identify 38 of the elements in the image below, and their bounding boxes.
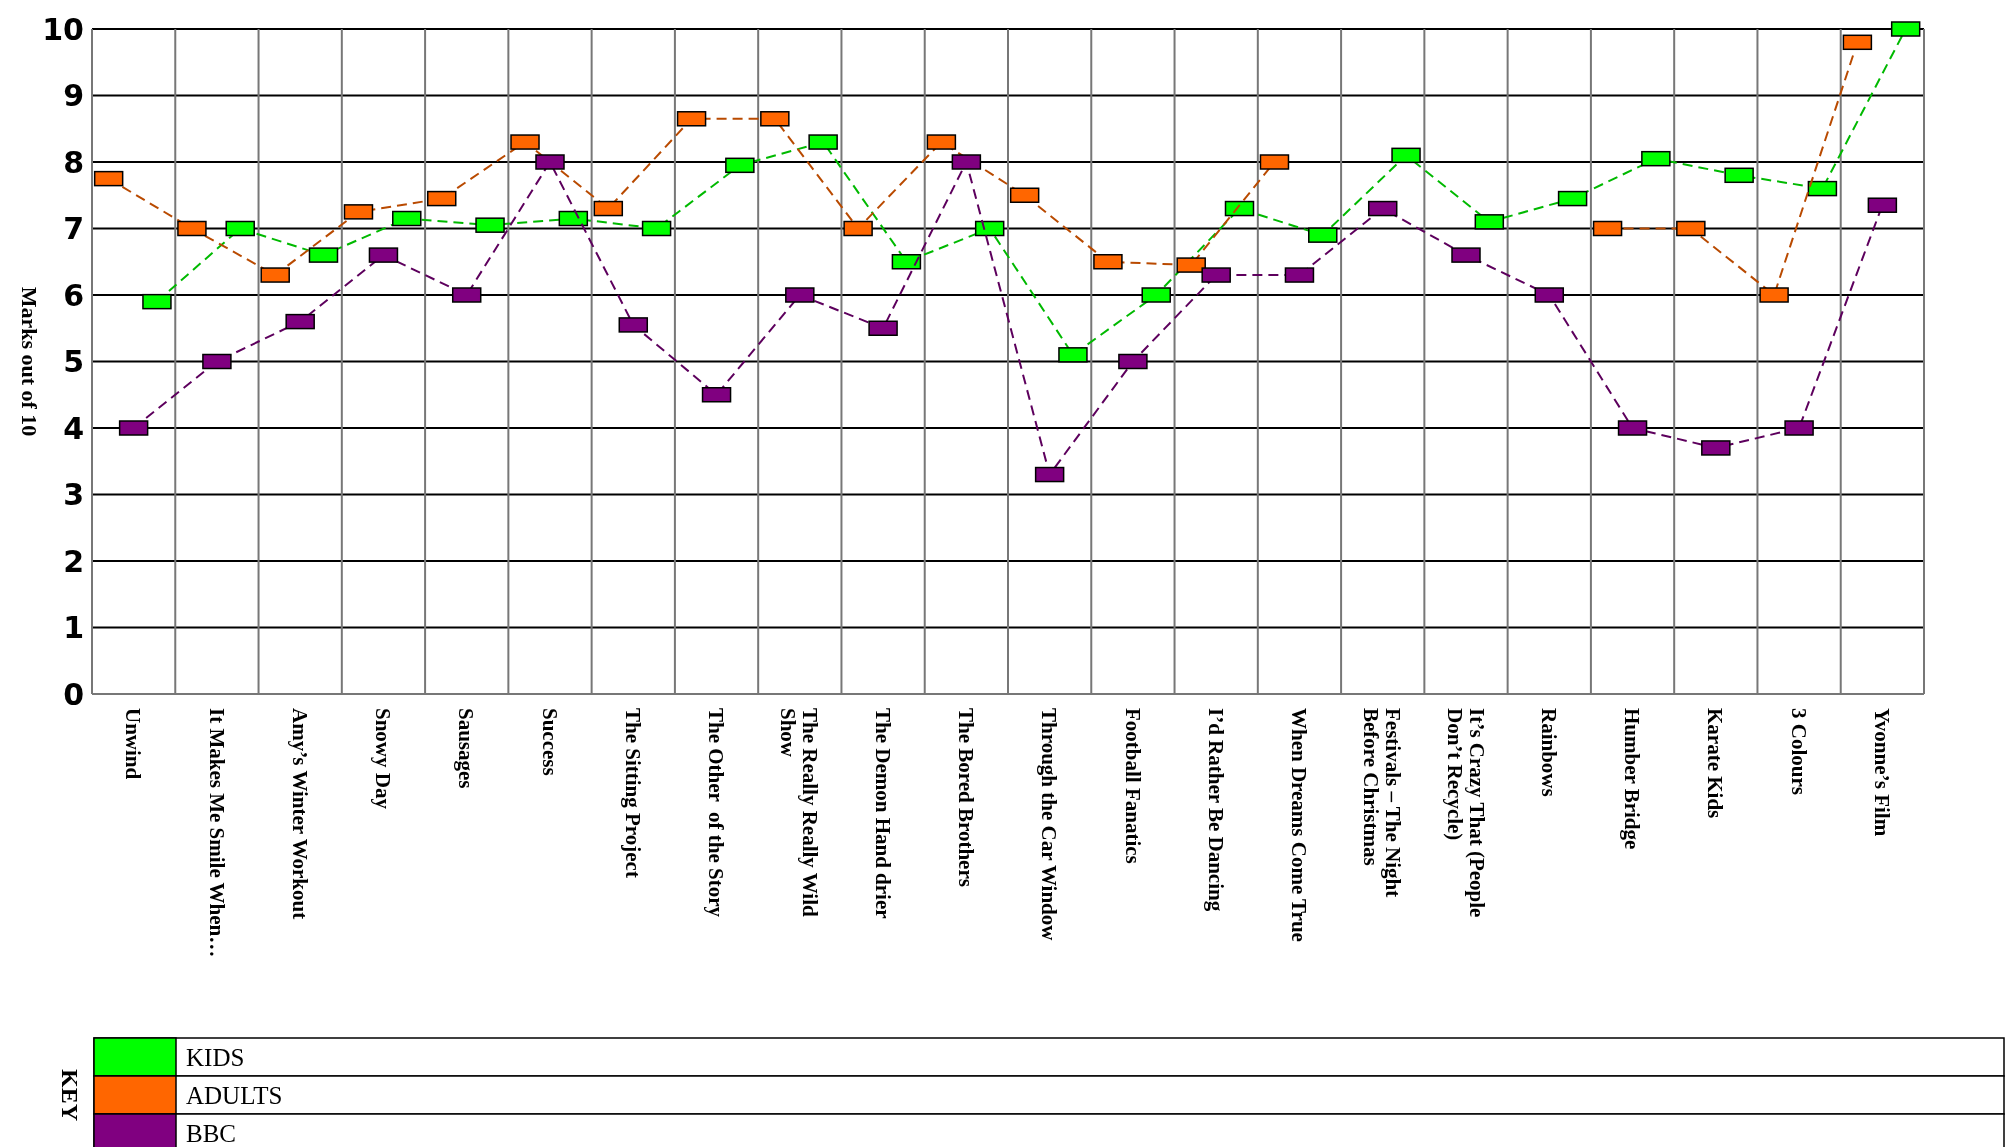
y-tick-label: 8 xyxy=(63,144,84,180)
x-tick-label: The Really Really Wild Show xyxy=(776,708,823,917)
legend-label: KIDS xyxy=(186,1043,245,1071)
x-tick-label: 3 Colours xyxy=(1786,708,1811,795)
x-tick-label: It’s Crazy That (People Don’t Recycle) xyxy=(1442,708,1489,918)
x-tick-label: Through the Car Window xyxy=(1037,708,1062,942)
y-tick-label: 3 xyxy=(63,477,84,512)
x-tick-label: Karate Kids xyxy=(1703,708,1728,819)
x-tick-label: The Bored Brothers xyxy=(954,708,979,887)
y-tick-label: 2 xyxy=(63,543,84,579)
x-tick-label: Festivals – The Night Before Christmas xyxy=(1359,708,1406,898)
legend-title: KEY xyxy=(56,1068,83,1122)
x-tick-label: Unwind xyxy=(121,708,146,780)
x-tick-label: Success xyxy=(537,708,562,776)
legend-label: BBC xyxy=(186,1119,237,1147)
x-tick-label: Sausages xyxy=(454,708,479,789)
y-tick-label: 6 xyxy=(63,277,84,313)
x-tick-label: Rainbows xyxy=(1536,708,1561,797)
x-tick-label: Humber Bridge xyxy=(1620,708,1645,850)
x-tick-label: Snowy Day xyxy=(371,708,396,810)
y-tick-label: 10 xyxy=(42,11,84,47)
x-tick-label: Yvonne’s Film xyxy=(1870,708,1895,837)
x-tick-label: The Sitting Project xyxy=(620,708,645,878)
legend-label: ADULTS xyxy=(186,1081,283,1109)
y-axis-title: Marks out of 10 xyxy=(17,286,43,437)
x-tick-label: Football Fanatics xyxy=(1120,708,1145,864)
y-tick-label: 7 xyxy=(63,211,84,246)
x-tick-label: It Makes Me Smile When… xyxy=(204,708,229,958)
x-tick-label: I’d Rather Be Dancing xyxy=(1203,708,1228,912)
y-tick-label: 0 xyxy=(63,676,84,712)
y-tick-label: 4 xyxy=(63,410,84,446)
y-tick-label: 1 xyxy=(63,610,84,645)
y-tick-label: 9 xyxy=(63,78,84,113)
x-tick-label: The Demon Hand drier xyxy=(870,708,895,919)
x-tick-label: The Other of the Story xyxy=(704,708,729,918)
x-tick-label: When Dreams Come True xyxy=(1287,708,1312,942)
y-tick-label: 5 xyxy=(63,344,84,379)
x-tick-label: Amy’s Winter Workout xyxy=(287,708,312,920)
